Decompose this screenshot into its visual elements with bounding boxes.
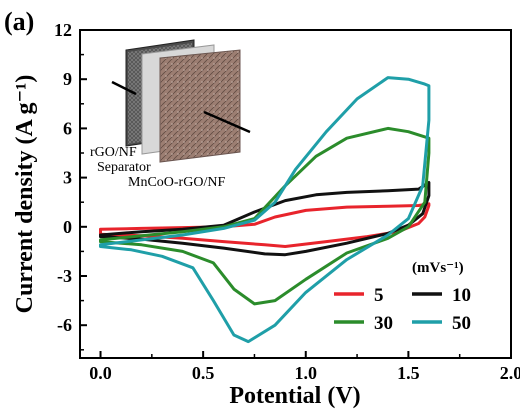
- pointer-mnco: [203, 110, 251, 134]
- ticks-layer: 0.0 0.5 1.0 1.5 2.0 -6 -3 0 3 6 9 12: [54, 20, 520, 383]
- y-tick-label: 9: [63, 69, 72, 89]
- x-tick-label: 0.5: [192, 363, 215, 383]
- x-tick-label: 1.0: [295, 363, 318, 383]
- legend-label-30: 30: [374, 313, 393, 334]
- y-tick-label: -6: [57, 315, 72, 335]
- y-tick-label: 0: [63, 217, 72, 237]
- panel-label: (a): [4, 7, 34, 36]
- x-tick-label: 2.0: [500, 363, 520, 383]
- x-tick-label: 1.5: [397, 363, 420, 383]
- legend-label-50: 50: [452, 313, 471, 334]
- mnco-rgo-electrode: [159, 49, 241, 163]
- legend-label-5: 5: [374, 285, 384, 306]
- y-tick-label: 12: [54, 20, 72, 40]
- inset-label-rgo: rGO/NF: [90, 145, 137, 160]
- y-tick-label: 3: [63, 168, 72, 188]
- inset-schematic: rGO/NF Separator MnCoO-rGO/NF: [90, 39, 251, 190]
- y-tick-label: 6: [63, 118, 72, 138]
- series-50-curve: [99, 76, 431, 344]
- series-30-curve: [99, 126, 431, 306]
- y-tick-label: -3: [57, 266, 72, 286]
- pointer-rgo: [111, 80, 137, 96]
- x-axis-title: Potential (V): [229, 383, 360, 409]
- legend: (mVs⁻¹) 5 10 30 50: [334, 260, 471, 334]
- plot-frame: [79, 29, 512, 359]
- y-axis-title: Current density (A g⁻¹): [12, 75, 38, 314]
- x-tick-label: 0.0: [89, 363, 112, 383]
- legend-label-10: 10: [452, 285, 471, 306]
- series-5-curve: [99, 202, 431, 248]
- legend-title: (mVs⁻¹): [412, 260, 464, 276]
- curves-layer: [99, 76, 431, 344]
- inset-label-separator: Separator: [97, 160, 151, 175]
- series-10-curve: [99, 181, 431, 257]
- inset-label-mnco: MnCoO-rGO/NF: [128, 175, 225, 190]
